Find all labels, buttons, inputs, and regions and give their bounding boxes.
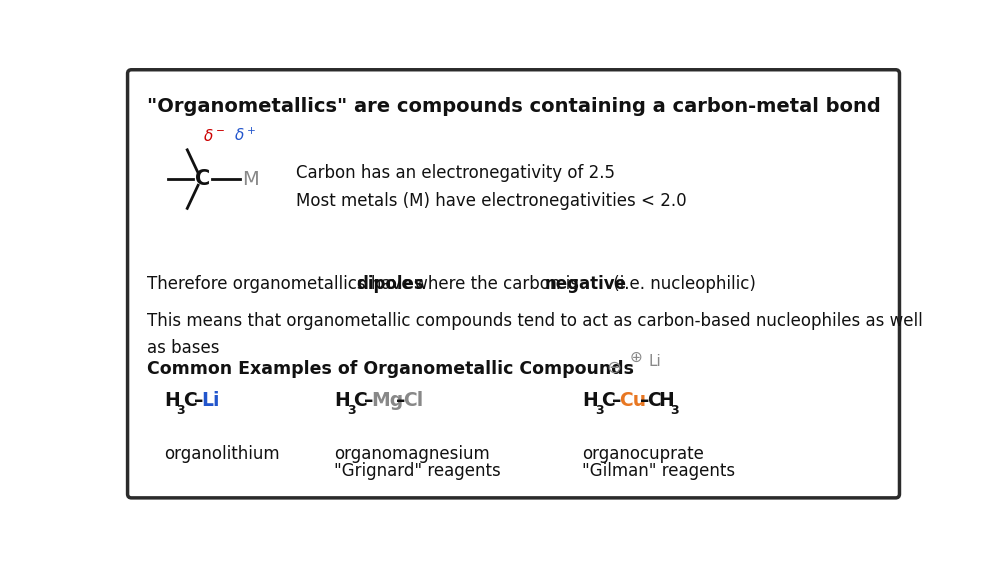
Text: C: C <box>195 169 210 189</box>
Text: ⊖: ⊖ <box>607 359 622 377</box>
Text: "Gilman" reagents: "Gilman" reagents <box>582 461 735 480</box>
Text: Cl: Cl <box>404 391 424 410</box>
Text: Li: Li <box>648 354 661 369</box>
Text: (i.e. nucleophilic): (i.e. nucleophilic) <box>608 275 756 293</box>
Text: M: M <box>242 170 260 189</box>
Text: –: – <box>193 391 203 410</box>
Text: C: C <box>183 391 196 410</box>
Text: Therefore organometallics have: Therefore organometallics have <box>147 275 417 293</box>
Text: H: H <box>582 391 598 410</box>
Text: negative: negative <box>544 275 626 293</box>
Text: This means that organometallic compounds tend to act as carbon-based nucleophile: This means that organometallic compounds… <box>147 312 923 357</box>
Text: Common Examples of Organometallic Compounds: Common Examples of Organometallic Compou… <box>147 360 634 378</box>
Text: –: – <box>364 391 374 410</box>
Text: 3: 3 <box>670 404 679 417</box>
Text: –: – <box>397 391 406 410</box>
Text: Mg: Mg <box>372 391 404 410</box>
Text: 3: 3 <box>595 404 603 417</box>
Text: Most metals (M) have electronegativities < 2.0: Most metals (M) have electronegativities… <box>296 192 686 210</box>
Text: C: C <box>601 391 615 410</box>
Text: organolithium: organolithium <box>164 445 280 463</box>
Text: –: – <box>612 391 621 410</box>
Text: C: C <box>647 391 661 410</box>
Text: C: C <box>354 391 367 410</box>
Text: 3: 3 <box>347 404 356 417</box>
Text: ⊕: ⊕ <box>629 350 642 365</box>
Text: Li: Li <box>200 391 219 410</box>
Text: –: – <box>640 391 649 410</box>
Text: H: H <box>335 391 351 410</box>
Text: dipoles: dipoles <box>356 275 424 293</box>
FancyBboxPatch shape <box>127 70 900 498</box>
Text: Cu: Cu <box>619 391 646 410</box>
Text: organomagnesium: organomagnesium <box>335 445 490 463</box>
Text: where the carbon is: where the carbon is <box>409 275 584 293</box>
Text: H: H <box>658 391 674 410</box>
Text: 3: 3 <box>176 404 184 417</box>
Text: $\delta^+$: $\delta^+$ <box>233 127 257 144</box>
Text: $\delta^-$: $\delta^-$ <box>202 129 225 144</box>
Text: H: H <box>164 391 179 410</box>
Text: "Grignard" reagents: "Grignard" reagents <box>335 461 501 480</box>
Text: organocuprate: organocuprate <box>582 445 704 463</box>
Text: Carbon has an electronegativity of 2.5: Carbon has an electronegativity of 2.5 <box>296 164 615 182</box>
Text: "Organometallics" are compounds containing a carbon-metal bond: "Organometallics" are compounds containi… <box>147 97 881 116</box>
